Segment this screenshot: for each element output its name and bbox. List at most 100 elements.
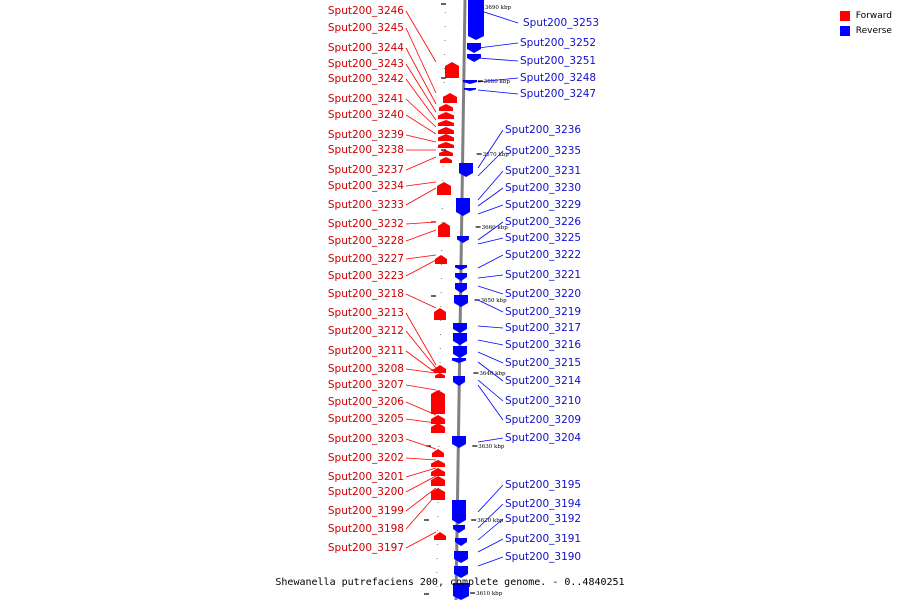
scale-dot [436, 586, 438, 587]
reverse-gene [455, 265, 467, 270]
scale-dot [437, 516, 439, 517]
forward-gene-label: Sput200_3207 [328, 379, 404, 391]
reverse-gene [464, 88, 476, 91]
reverse-gene [459, 163, 473, 177]
scale-dot [444, 26, 446, 27]
reverse-gene [467, 54, 481, 62]
reverse-leader-line [477, 503, 504, 529]
scale-dot [439, 362, 441, 363]
reverse-gene-label: Sput200_3190 [505, 551, 581, 563]
forward-gene-label: Sput200_3234 [328, 180, 404, 192]
scale-dot [443, 68, 445, 69]
reverse-leader-line [477, 538, 504, 553]
forward-leader-line [405, 368, 437, 374]
reverse-leader-line [477, 129, 504, 169]
legend-item-reverse: Reverse [839, 23, 892, 38]
forward-gene [439, 150, 453, 156]
scale-dot [438, 446, 440, 447]
legend-label-forward: Forward [855, 10, 892, 21]
forward-leader-line [405, 531, 437, 549]
scale-dot [437, 502, 439, 503]
reverse-leader-line [477, 339, 504, 346]
tick-label: 3650 kbp [481, 298, 508, 304]
reverse-swatch [839, 25, 850, 36]
reverse-leader-line [477, 57, 519, 62]
tick-label: 3610 kbp [476, 591, 503, 597]
reverse-gene [463, 80, 477, 84]
reverse-gene [453, 376, 465, 386]
forward-gene-label: Sput200_3206 [328, 396, 404, 408]
forward-leader-line [405, 487, 437, 512]
reverse-gene-label: Sput200_3215 [505, 357, 581, 369]
forward-leader-line [405, 259, 437, 277]
forward-gene [431, 460, 445, 467]
scale-dot [444, 12, 446, 13]
scale-dot [439, 334, 441, 335]
reverse-leader-line [477, 221, 504, 241]
forward-leader-line [405, 156, 437, 171]
forward-leader-line [405, 187, 437, 206]
reverse-gene [452, 436, 466, 448]
reverse-gene-label: Sput200_3204 [505, 432, 581, 444]
reverse-gene-label: Sput200_3220 [505, 288, 581, 300]
scale-dot [440, 292, 442, 293]
reverse-leader-line [477, 237, 504, 245]
forward-gene [439, 104, 453, 111]
reverse-leader-line [477, 437, 504, 443]
reverse-leader-line [477, 384, 504, 421]
reverse-leader-line [477, 170, 504, 201]
forward-leader-line [405, 134, 437, 143]
forward-gene [438, 142, 454, 148]
forward-gene-label: Sput200_3212 [328, 325, 404, 337]
reverse-gene [455, 273, 467, 281]
tick-label: 3620 kbp [477, 518, 504, 524]
forward-gene-label: Sput200_3201 [328, 471, 404, 483]
forward-gene [440, 157, 452, 163]
forward-gene [434, 365, 446, 373]
forward-leader-line [405, 457, 437, 461]
forward-leader-line [405, 98, 437, 128]
reverse-leader-line [477, 254, 504, 269]
forward-gene-label: Sput200_3232 [328, 218, 404, 230]
forward-leader-line [405, 293, 437, 309]
scale-dot [442, 180, 444, 181]
forward-leader-line [405, 438, 437, 450]
scale-dot [441, 264, 443, 265]
forward-gene [443, 93, 457, 103]
forward-gene [438, 120, 454, 126]
forward-leader-line [405, 78, 437, 121]
reverse-leader-line [477, 379, 504, 402]
forward-leader-line [405, 229, 437, 242]
tick-label: 3690 kbp [485, 5, 512, 11]
reverse-gene [453, 323, 467, 333]
forward-leader-line [405, 254, 437, 260]
forward-gene [435, 373, 445, 378]
scale-dot [444, 40, 446, 41]
forward-leader-line [405, 63, 437, 113]
reverse-gene-label: Sput200_3192 [505, 513, 581, 525]
forward-gene [438, 134, 454, 141]
forward-gene-label: Sput200_3242 [328, 73, 404, 85]
forward-gene-label: Sput200_3198 [328, 523, 404, 535]
legend-item-forward: Forward [839, 8, 892, 23]
reverse-gene [452, 500, 466, 524]
scale-dot [441, 222, 443, 223]
reverse-gene-label: Sput200_3251 [520, 55, 596, 67]
reverse-gene-label: Sput200_3195 [505, 479, 581, 491]
forward-leader-line [405, 494, 437, 530]
reverse-leader-line [477, 325, 504, 329]
forward-gene-label: Sput200_3218 [328, 288, 404, 300]
reverse-leader-line [477, 150, 504, 177]
reverse-leader-line [477, 9, 519, 24]
forward-swatch [839, 10, 850, 21]
forward-leader-line [405, 27, 437, 94]
reverse-gene-label: Sput200_3221 [505, 269, 581, 281]
reverse-leader-line [477, 77, 519, 83]
forward-gene [431, 390, 445, 414]
reverse-leader-line [477, 204, 504, 215]
forward-gene-label: Sput200_3227 [328, 253, 404, 265]
forward-gene-label: Sput200_3223 [328, 270, 404, 282]
forward-gene [431, 468, 445, 476]
forward-gene-label: Sput200_3203 [328, 433, 404, 445]
